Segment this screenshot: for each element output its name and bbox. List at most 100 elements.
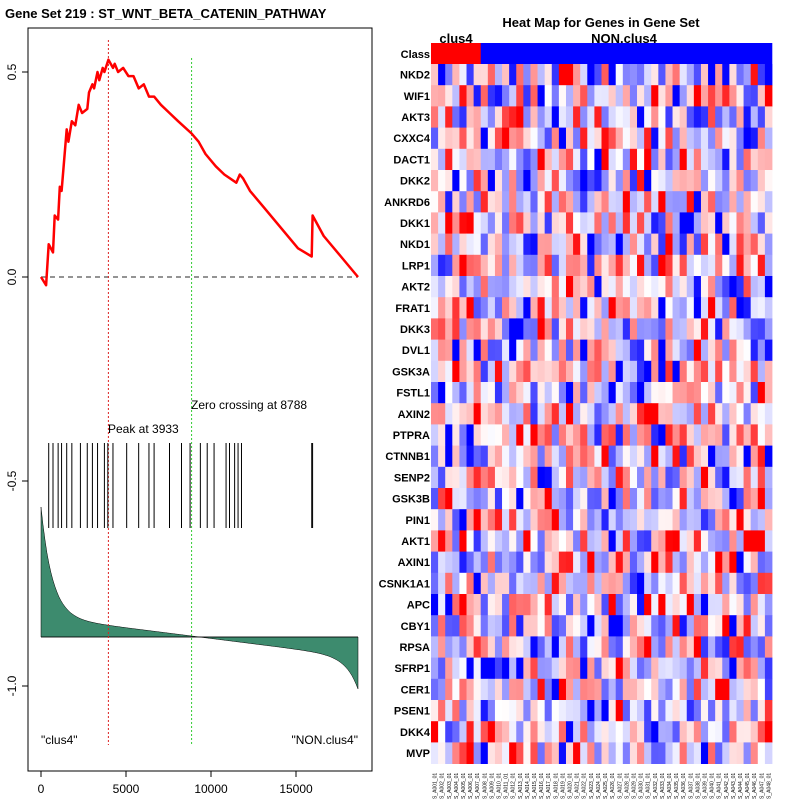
heatmap-cell <box>459 382 467 404</box>
heatmap-cell <box>715 509 723 531</box>
heatmap-cell <box>722 721 730 743</box>
gene-label: WIF1 <box>404 91 430 103</box>
sample-label: S_A028_01 <box>624 773 630 799</box>
sample-label: S_A022_01 <box>582 773 588 799</box>
sample-label: S_A043_01 <box>731 773 737 799</box>
gene-label: GSK3B <box>392 494 430 506</box>
heatmap-cell <box>651 530 659 552</box>
heatmap-cell <box>523 254 531 277</box>
heatmap-cell <box>480 424 489 446</box>
heatmap-cell <box>445 594 453 616</box>
heatmap-cell <box>651 594 659 616</box>
heatmap-cell <box>494 509 503 531</box>
heatmap-cell <box>601 170 609 192</box>
heatmap-cell <box>708 466 716 489</box>
heatmap-cell <box>494 488 503 510</box>
heatmap-cell <box>438 742 446 764</box>
heatmap-cell <box>580 657 588 680</box>
heatmap-cell <box>729 572 737 595</box>
heatmap-cell <box>615 339 624 362</box>
heatmap-cell <box>565 106 574 128</box>
heatmap-cell <box>601 678 609 701</box>
heatmap-cell <box>700 148 709 171</box>
heatmap-cell <box>459 445 467 468</box>
heatmap-cell <box>431 509 439 531</box>
heatmap-cell <box>729 360 737 383</box>
heatmap-cell <box>573 721 581 743</box>
heatmap-cell <box>431 551 439 574</box>
heatmap-cell <box>494 382 503 404</box>
heatmap-cell <box>665 742 673 764</box>
heatmap-cell <box>693 64 702 86</box>
heatmap-cell <box>594 657 602 680</box>
sample-label: S_A029_01 <box>632 773 638 799</box>
heatmap-cell <box>629 318 638 340</box>
heatmap-cell <box>708 254 716 277</box>
sample-label: S_A004_01 <box>454 773 460 799</box>
heatmap-cell <box>729 594 737 616</box>
heatmap-cell <box>672 700 681 722</box>
heatmap-cell <box>764 678 773 701</box>
heatmap-cell <box>594 572 602 595</box>
heatmap-cell <box>544 615 553 637</box>
heatmap-cell <box>665 678 673 701</box>
heatmap-cell <box>565 339 574 362</box>
heatmap-cell <box>672 403 681 425</box>
heatmap-cell <box>466 424 475 446</box>
heatmap-cell <box>608 551 617 574</box>
heatmap-cell <box>502 636 510 658</box>
heatmap-cell <box>480 339 489 362</box>
heatmap-cell <box>494 318 503 340</box>
heatmap-cell <box>466 85 475 107</box>
heatmap-cell <box>651 360 659 383</box>
gene-label: DACT1 <box>393 154 430 166</box>
heatmap-cell <box>750 615 759 637</box>
heatmap-cell <box>537 233 546 256</box>
heatmap-cell <box>558 403 567 425</box>
heatmap-cell <box>438 170 446 192</box>
heatmap-cell <box>615 233 624 256</box>
heatmap-cell <box>487 382 496 404</box>
heatmap-cell <box>530 424 538 446</box>
heatmap-cell <box>608 403 617 425</box>
heatmap-cell <box>601 382 609 404</box>
heatmap-cell <box>686 191 695 213</box>
heatmap-cell <box>523 700 531 722</box>
heatmap-cell <box>473 212 482 234</box>
heatmap-cell <box>594 594 602 616</box>
heatmap-cell <box>743 551 752 574</box>
heatmap-cell <box>516 297 524 319</box>
heatmap-cell <box>637 233 645 256</box>
heatmap-cell <box>480 466 489 489</box>
heatmap-cell <box>487 424 496 446</box>
heatmap-cell <box>622 106 631 128</box>
heatmap-cell <box>431 254 439 277</box>
heatmap-cell <box>644 297 652 319</box>
heatmap-cell <box>708 509 716 531</box>
heatmap-cell <box>729 212 737 234</box>
heatmap-cell <box>615 212 624 234</box>
heatmap-cell <box>487 721 496 743</box>
heatmap-cell <box>530 678 538 701</box>
heatmap-cell <box>494 127 503 150</box>
heatmap-cell <box>637 488 645 510</box>
heatmap-cell <box>452 127 460 150</box>
heatmap-cell <box>544 403 553 425</box>
heatmap-cell <box>679 276 688 298</box>
heatmap-cell <box>608 721 617 743</box>
heatmap-cell <box>558 445 567 468</box>
heatmap-cell <box>615 191 624 213</box>
heatmap-cell <box>544 170 553 192</box>
heatmap-cell <box>708 127 716 150</box>
heatmap-cell <box>764 297 773 319</box>
heatmap-cell <box>466 572 475 595</box>
heatmap-cell <box>487 170 496 192</box>
heatmap-cell <box>452 191 460 213</box>
heatmap-cell <box>445 85 453 107</box>
gene-label: DKK3 <box>400 324 430 336</box>
heatmap-cell <box>502 466 510 489</box>
heatmap-cell <box>672 212 681 234</box>
heatmap-cell <box>494 254 503 277</box>
heatmap-cell <box>601 191 609 213</box>
heatmap-cell <box>494 657 503 680</box>
